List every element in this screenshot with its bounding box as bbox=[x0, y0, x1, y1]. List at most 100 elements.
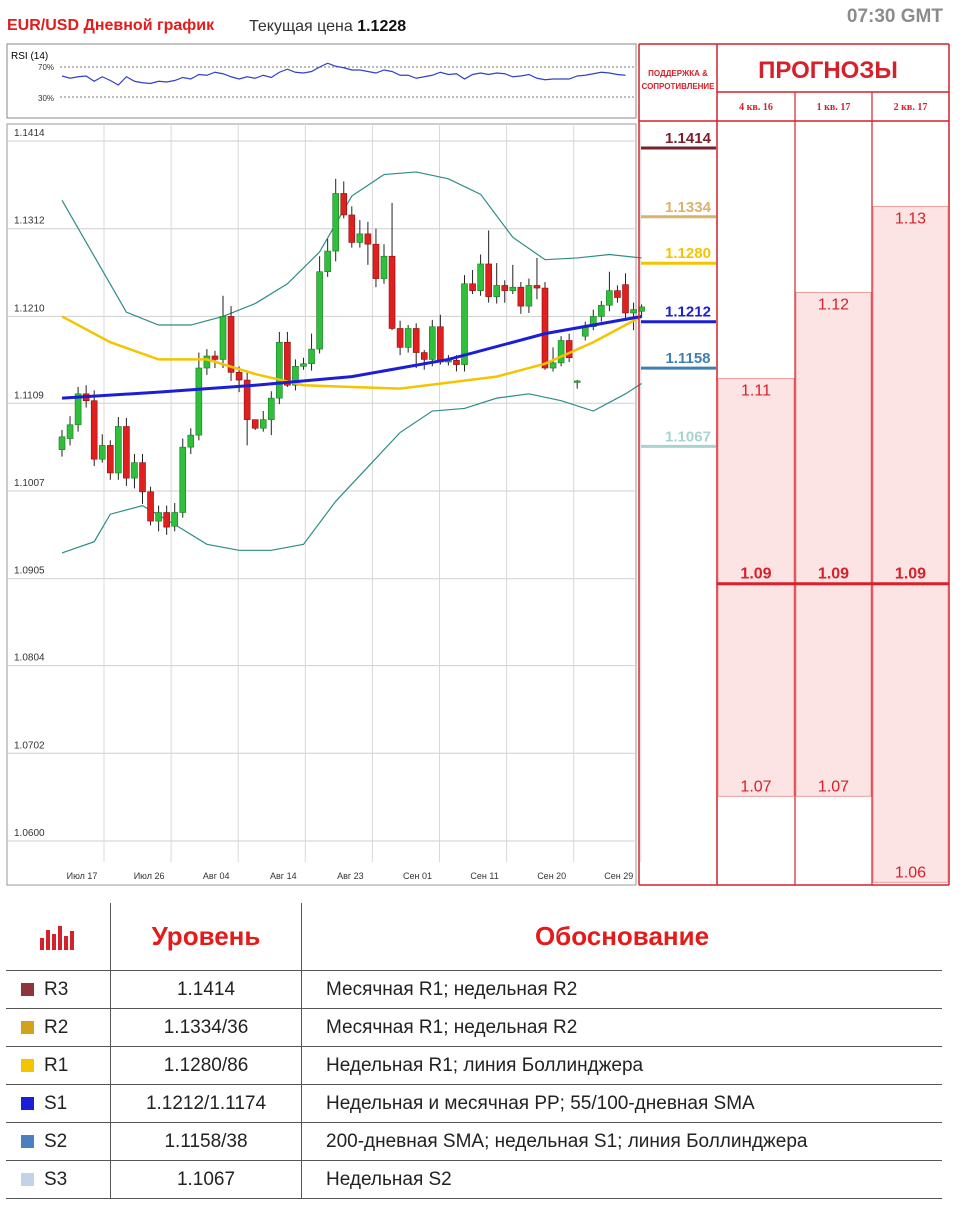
candle-body-down bbox=[622, 284, 629, 314]
forecast-base: 1.09 bbox=[818, 566, 849, 583]
candle-body-down bbox=[437, 326, 444, 363]
candle bbox=[284, 331, 291, 387]
x-tick-label: Авг 04 bbox=[203, 871, 230, 881]
x-axis: Июл 17 Июл 26 Авг 04 Авг 14 Авг 23 Сен 01 Сен … bbox=[67, 871, 634, 881]
forecast-base: 1.09 bbox=[895, 566, 926, 583]
level-code-cell: S1 bbox=[6, 1084, 111, 1123]
candle-body-up bbox=[131, 462, 138, 479]
forecast-range bbox=[795, 291, 872, 797]
y-tick-label: 1.1414 bbox=[14, 128, 45, 139]
candle-body-up bbox=[179, 446, 187, 513]
candle bbox=[614, 285, 621, 303]
candle bbox=[74, 386, 82, 432]
price-panel-frame bbox=[6, 123, 637, 886]
candle-body-up bbox=[98, 445, 106, 460]
candle bbox=[622, 273, 629, 320]
forecast-range bbox=[872, 205, 949, 883]
level-value: 1.1334/36 bbox=[110, 1008, 302, 1047]
table-body: R3 1.1414 Месячная R1; недельная R2 R2 1.133… bbox=[6, 970, 942, 1199]
level-reason: Месячная R1; недельная R2 bbox=[301, 1008, 942, 1047]
candle bbox=[348, 206, 356, 248]
candle bbox=[98, 434, 106, 463]
level-value: 1.1414 bbox=[110, 970, 302, 1009]
candle-body-up bbox=[155, 512, 162, 522]
candle-body-up bbox=[428, 326, 436, 360]
candle-body-up bbox=[292, 366, 299, 386]
level-color-swatch bbox=[21, 1096, 34, 1110]
candle-body-up bbox=[203, 355, 211, 369]
sr-level-value: 1.1334 bbox=[665, 199, 712, 216]
candle-body-up bbox=[380, 255, 388, 279]
candle bbox=[509, 264, 517, 295]
candle-body-down bbox=[340, 193, 348, 216]
candle bbox=[606, 271, 613, 312]
candle bbox=[195, 352, 203, 441]
candle-body-up bbox=[171, 512, 178, 527]
candle-body-down bbox=[453, 359, 460, 365]
candle bbox=[58, 429, 66, 457]
sr-levels: 1.1414 1.1334 1.1280 1.1212 1.1158 1.1067 bbox=[641, 130, 716, 448]
candle bbox=[573, 380, 581, 389]
candle-body-down bbox=[211, 355, 219, 360]
candle bbox=[139, 454, 146, 504]
table-row: S1 1.1212/1.1174 Недельная и месячная PP; … bbox=[6, 1084, 942, 1123]
y-tick-label: 1.0600 bbox=[14, 828, 45, 839]
forecast-columns: 4 кв. 16 1.11 1.09 1.07 1 кв. 17 1.12 1.09 1.07… bbox=[717, 92, 949, 885]
candle-body-down bbox=[139, 462, 146, 493]
rsi-panel: RSI (14) 70% 30% bbox=[6, 43, 637, 119]
candle-body-down bbox=[147, 491, 154, 522]
level-reason: Недельная R1; линия Боллинджера bbox=[301, 1046, 942, 1085]
candle bbox=[300, 357, 307, 370]
level-code: R3 bbox=[44, 978, 69, 1000]
rsi-frame bbox=[6, 43, 637, 119]
candle-body-down bbox=[485, 263, 492, 297]
forecast-title: ПРОГНОЗЫ bbox=[758, 57, 898, 84]
candle bbox=[163, 505, 170, 535]
eurusd-chart: RSI (14) 70% 30% 1.1414 1.1312 1.1210 1.110… bbox=[6, 43, 950, 886]
level-code: R1 bbox=[44, 1054, 69, 1076]
candle bbox=[90, 390, 98, 467]
sr-label-1: ПОДДЕРЖКА & bbox=[648, 69, 708, 78]
level-value: 1.1067 bbox=[110, 1160, 302, 1199]
table-row: S3 1.1067 Недельная S2 bbox=[6, 1160, 942, 1199]
level-value: 1.1280/86 bbox=[110, 1046, 302, 1085]
sma-blue-line bbox=[61, 314, 642, 400]
candle-body-up bbox=[316, 271, 323, 350]
candle-body-down bbox=[227, 316, 235, 373]
forecast-period: 4 кв. 16 bbox=[739, 102, 773, 113]
candle bbox=[308, 333, 315, 371]
candle bbox=[267, 391, 275, 436]
level-color-swatch bbox=[21, 1020, 34, 1034]
candle-body-down bbox=[235, 372, 243, 381]
candle-body-down bbox=[251, 419, 259, 429]
level-code-cell: R2 bbox=[6, 1008, 111, 1047]
rsi-line bbox=[61, 62, 626, 86]
current-price: Текущая цена 1.1228 bbox=[249, 18, 406, 36]
candle bbox=[316, 256, 323, 354]
candle bbox=[589, 309, 597, 331]
level-reason: Недельная S2 bbox=[301, 1160, 942, 1199]
level-color-swatch bbox=[21, 982, 34, 996]
rsi-label: RSI (14) bbox=[11, 51, 48, 62]
y-tick-label: 1.0804 bbox=[14, 653, 45, 664]
table-row: R2 1.1334/36 Месячная R1; недельная R2 bbox=[6, 1008, 942, 1047]
candle-body-up bbox=[557, 340, 565, 364]
chart-title: EUR/USD Дневной график bbox=[7, 17, 215, 34]
candle-body-up bbox=[115, 426, 122, 474]
candle bbox=[557, 336, 565, 367]
candle bbox=[292, 359, 299, 391]
current-price-label: Текущая цена bbox=[249, 18, 353, 35]
candle bbox=[259, 411, 267, 432]
candle bbox=[203, 349, 211, 375]
levels-table: Уровень Обоснование R3 1.1414 Месячная R1;… bbox=[6, 903, 942, 1199]
candle bbox=[428, 319, 436, 367]
candle-body-down bbox=[364, 233, 372, 245]
candle bbox=[147, 486, 154, 526]
forecast-low: 1.07 bbox=[818, 778, 849, 795]
x-tick-label: Сен 29 bbox=[604, 871, 633, 881]
y-tick-label: 1.1109 bbox=[14, 390, 44, 401]
candle-body-up bbox=[332, 193, 340, 252]
candle bbox=[493, 263, 501, 304]
candle-body-up bbox=[324, 250, 331, 273]
candle bbox=[219, 295, 227, 369]
